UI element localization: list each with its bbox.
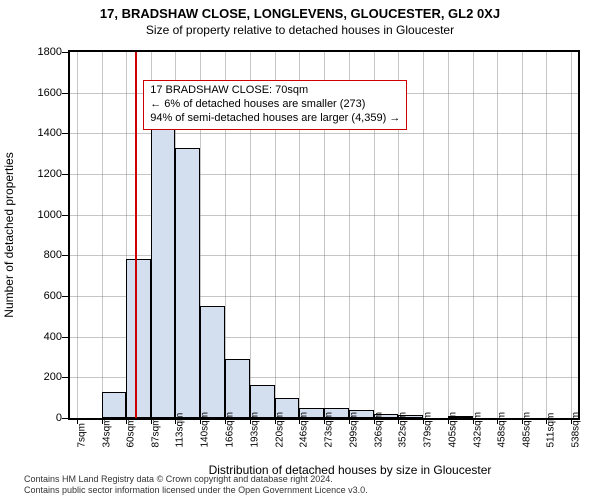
y-tick xyxy=(62,174,68,175)
x-tick-label: 405sqm xyxy=(447,438,458,448)
x-tick-label: 538sqm xyxy=(571,438,582,448)
gridline-v xyxy=(423,52,424,418)
x-tick-label: 326sqm xyxy=(373,438,384,448)
y-tick-label: 400 xyxy=(28,331,62,343)
callout-line3: 94% of semi-detached houses are larger (… xyxy=(150,112,400,126)
callout-line1: 17 BRADSHAW CLOSE: 70sqm xyxy=(150,84,400,98)
gridline-v xyxy=(522,52,523,418)
x-tick-label: 7sqm xyxy=(76,438,87,448)
gridline-v xyxy=(571,52,572,418)
y-tick xyxy=(62,418,68,419)
y-tick-label: 1200 xyxy=(28,168,62,180)
footer-line1: Contains HM Land Registry data © Crown c… xyxy=(24,474,368,485)
histogram-bar xyxy=(225,359,250,418)
x-tick-label: 379sqm xyxy=(423,438,434,448)
y-tick xyxy=(62,93,68,94)
chart-title: 17, BRADSHAW CLOSE, LONGLEVENS, GLOUCEST… xyxy=(0,0,600,21)
histogram-bar xyxy=(126,259,151,418)
x-tick-label: 60sqm xyxy=(125,438,136,448)
x-tick-label: 246sqm xyxy=(299,438,310,448)
footer-line2: Contains public sector information licen… xyxy=(24,485,368,496)
y-tick xyxy=(62,337,68,338)
y-tick-label: 200 xyxy=(28,371,62,383)
y-tick xyxy=(62,133,68,134)
y-tick xyxy=(62,377,68,378)
callout-box: 17 BRADSHAW CLOSE: 70sqm← 6% of detached… xyxy=(143,80,407,129)
y-axis-label-container: Number of detached properties xyxy=(0,50,20,420)
x-tick-label: 432sqm xyxy=(472,438,483,448)
x-tick-label: 113sqm xyxy=(175,438,186,448)
callout-line2: ← 6% of detached houses are smaller (273… xyxy=(150,98,400,112)
gridline-v xyxy=(497,52,498,418)
y-tick-label: 600 xyxy=(28,290,62,302)
y-tick-label: 1000 xyxy=(28,209,62,221)
footer-attribution: Contains HM Land Registry data © Crown c… xyxy=(24,474,368,496)
gridline-v xyxy=(473,52,474,418)
x-tick-label: 485sqm xyxy=(522,438,533,448)
x-tick-label: 299sqm xyxy=(348,438,359,448)
x-tick-label: 87sqm xyxy=(151,438,162,448)
y-tick-label: 1600 xyxy=(28,87,62,99)
x-tick-label: 220sqm xyxy=(275,438,286,448)
x-tick-label: 352sqm xyxy=(398,438,409,448)
y-tick-label: 1800 xyxy=(28,46,62,58)
x-tick-label: 458sqm xyxy=(496,438,507,448)
x-tick-label: 166sqm xyxy=(224,438,235,448)
gridline-v xyxy=(546,52,547,418)
x-tick-label: 273sqm xyxy=(324,438,335,448)
chart-container: 17, BRADSHAW CLOSE, LONGLEVENS, GLOUCEST… xyxy=(0,0,600,500)
y-tick xyxy=(62,215,68,216)
x-tick-label: 34sqm xyxy=(101,438,112,448)
y-tick xyxy=(62,255,68,256)
chart-subtitle: Size of property relative to detached ho… xyxy=(0,21,600,37)
marker-line xyxy=(135,52,137,418)
histogram-bar xyxy=(200,306,224,418)
y-tick xyxy=(62,296,68,297)
x-tick-label: 193sqm xyxy=(249,438,260,448)
histogram-bar xyxy=(151,127,175,418)
y-tick xyxy=(62,52,68,53)
y-axis-label: Number of detached properties xyxy=(2,152,16,317)
x-tick-label: 140sqm xyxy=(200,438,211,448)
plot-area: 17 BRADSHAW CLOSE: 70sqm← 6% of detached… xyxy=(68,50,580,420)
x-tick-label: 511sqm xyxy=(546,438,557,448)
histogram-bar xyxy=(102,392,126,418)
y-tick-label: 1400 xyxy=(28,127,62,139)
gridline-v xyxy=(102,52,103,418)
y-tick-label: 800 xyxy=(28,249,62,261)
y-tick-label: 0 xyxy=(28,412,62,424)
gridline-v xyxy=(77,52,78,418)
gridline-v xyxy=(448,52,449,418)
histogram-bar xyxy=(175,148,200,418)
